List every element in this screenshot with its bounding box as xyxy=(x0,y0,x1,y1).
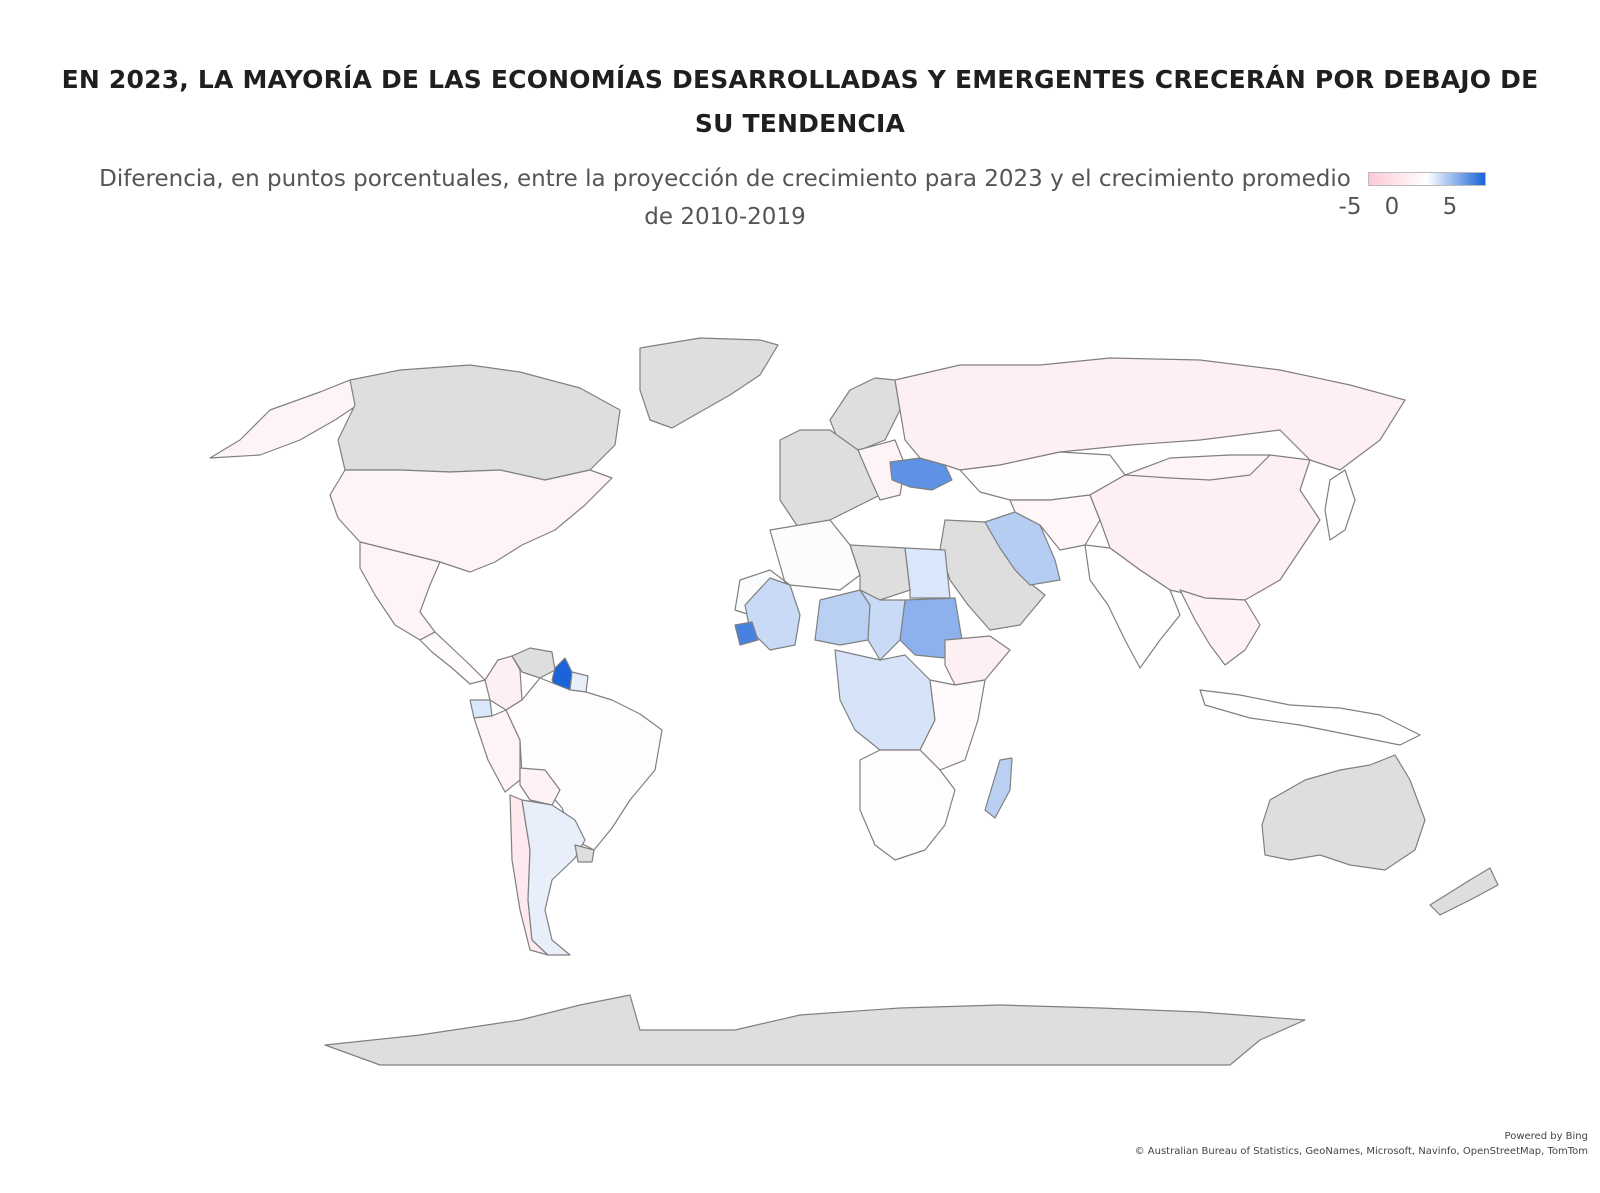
legend-mid-label: 0 xyxy=(1384,194,1400,220)
region-central-america[interactable] xyxy=(419,631,486,685)
region-southern-africa[interactable] xyxy=(859,749,956,861)
region-japan[interactable] xyxy=(1324,469,1356,541)
attribution-powered-by: Powered by Bing xyxy=(1504,1131,1588,1142)
region-mongolia[interactable] xyxy=(1124,454,1271,481)
region-chad[interactable] xyxy=(859,589,906,661)
region-greenland[interactable] xyxy=(639,337,779,429)
region-russia[interactable] xyxy=(894,357,1406,471)
region-ethiopia[interactable] xyxy=(944,635,1011,686)
map-title: EN 2023, LA MAYORÍA DE LAS ECONOMÍAS DES… xyxy=(61,65,1539,138)
region-indonesia[interactable] xyxy=(1199,689,1421,746)
region-new-zealand[interactable] xyxy=(1429,867,1499,916)
region-uruguay[interactable] xyxy=(574,844,595,863)
region-canada[interactable] xyxy=(337,364,621,481)
region-eastern-europe[interactable] xyxy=(857,439,906,501)
region-central-africa[interactable] xyxy=(834,649,936,751)
legend-min-label: -5 xyxy=(1338,194,1362,220)
world-map xyxy=(209,337,1499,1066)
legend-max-label: 5 xyxy=(1442,194,1458,220)
region-east-africa[interactable] xyxy=(919,679,986,771)
region-suriname[interactable] xyxy=(569,671,589,693)
map-subtitle: Diferencia, en puntos porcentuales, entr… xyxy=(99,166,1351,230)
region-antarctica[interactable] xyxy=(324,994,1306,1066)
region-usa[interactable] xyxy=(329,469,613,573)
region-peru[interactable] xyxy=(473,709,521,793)
region-ecuador[interactable] xyxy=(469,699,493,719)
region-argentina[interactable] xyxy=(521,799,586,956)
region-madagascar[interactable] xyxy=(984,757,1013,819)
region-egypt[interactable] xyxy=(904,547,951,599)
region-senegal[interactable] xyxy=(734,621,759,646)
attribution-sources: © Australian Bureau of Statistics, GeoNa… xyxy=(1134,1146,1588,1157)
region-colombia[interactable] xyxy=(484,655,523,711)
region-southeast-asia[interactable] xyxy=(1179,589,1261,666)
legend-gradient-bar xyxy=(1368,172,1486,186)
region-niger[interactable] xyxy=(814,589,871,646)
region-australia[interactable] xyxy=(1261,754,1426,871)
color-legend: -5 0 5 xyxy=(1339,170,1492,230)
region-india[interactable] xyxy=(1084,544,1181,669)
